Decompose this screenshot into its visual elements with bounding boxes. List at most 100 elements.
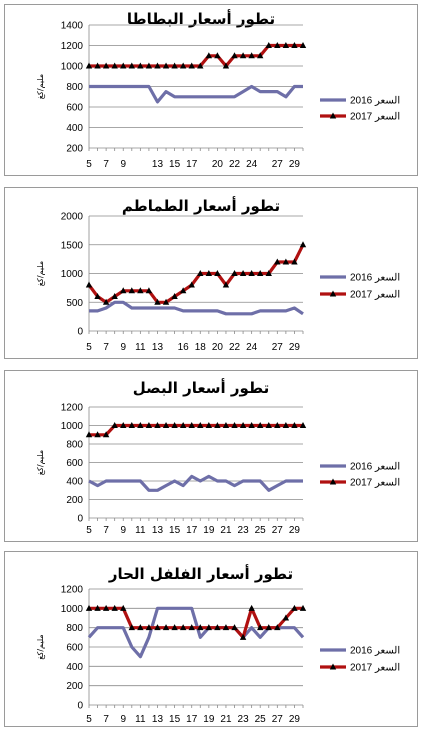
data-point-marker: [274, 624, 281, 631]
x-tick-label: 20: [212, 159, 224, 170]
data-point-marker: [171, 624, 178, 631]
x-tick-label: 24: [246, 159, 258, 170]
data-point-marker: [188, 62, 195, 69]
data-point-marker: [291, 604, 298, 611]
chart-svg-onion: تطور أسعار البصل مليم/كغ 0 200 400 600 800 1000…: [36, 378, 400, 536]
data-point-marker: [128, 422, 135, 428]
data-point-marker: [102, 604, 110, 611]
data-point-marker: [128, 287, 135, 294]
x-tick-label: 9: [120, 714, 126, 725]
x-tick-label: 9: [120, 159, 126, 170]
data-point-marker: [171, 422, 178, 428]
y-tick-label: 0: [77, 701, 83, 712]
data-point-marker: [205, 270, 213, 276]
data-point-marker: [94, 431, 101, 438]
data-point-marker: [265, 624, 272, 631]
data-point-marker: [145, 287, 153, 294]
chart-svg-hot-pepper: تطور أسعار الفلفل الحار مليم/كغ 0 200 400 600…: [36, 564, 400, 725]
data-point-marker: [171, 293, 178, 299]
data-point-marker: [94, 293, 101, 299]
data-point-marker: [111, 293, 118, 299]
data-point-marker: [188, 281, 195, 288]
y-tick-label: 1000: [61, 421, 84, 432]
y-tick-label: 600: [66, 103, 83, 114]
y-tick-label: 800: [66, 623, 83, 634]
y-tick-label: 400: [66, 477, 83, 488]
legend-label: السعر 2016: [350, 462, 400, 473]
data-point-marker: [291, 258, 298, 265]
data-point-marker: [222, 624, 230, 631]
data-point-marker: [154, 624, 161, 631]
x-tick-label: 29: [289, 342, 301, 353]
data-point-marker: [274, 422, 281, 428]
data-point-marker: [162, 62, 170, 69]
data-point-marker: [102, 298, 110, 305]
y-tick-label: 800: [66, 82, 83, 93]
legend-label: السعر 2016: [350, 646, 400, 657]
y-tick-label: 1000: [61, 269, 84, 280]
x-tick-label: 18: [195, 342, 207, 353]
y-axis-label: مليم/كغ: [36, 634, 45, 659]
data-point-marker: [154, 62, 161, 69]
y-tick-label: 200: [66, 681, 83, 692]
data-point-marker: [145, 62, 153, 69]
x-tick-label: 19: [203, 525, 215, 536]
legend-marker: [329, 478, 337, 485]
data-point-marker: [291, 422, 298, 428]
legend-label: السعر 2017: [350, 663, 400, 674]
x-tick-label: 17: [186, 159, 198, 170]
data-point-marker: [291, 42, 298, 48]
x-tick-label: 5: [86, 342, 92, 353]
legend-label: السعر 2016: [350, 273, 400, 284]
chart-svg-tomato: تطور أسعار الطماطم مليم/كغ 0 500 1000 1500 200…: [36, 196, 400, 353]
data-point-marker: [239, 270, 247, 276]
x-tick-label: 15: [169, 525, 181, 536]
y-tick-label: 400: [66, 123, 83, 134]
chart-panel-potato: تطور أسعار البطاطا مليم/كغ 200 400 600 800 100…: [4, 4, 418, 176]
series-line-2016: [87, 606, 305, 659]
x-tick-label: 16: [178, 342, 190, 353]
x-tick-label: 9: [120, 525, 126, 536]
data-point-marker: [197, 62, 204, 69]
x-tick-label: 19: [203, 714, 215, 725]
y-tick-label: 1200: [61, 585, 84, 596]
x-tick-label: 5: [86, 714, 92, 725]
data-point-marker: [248, 604, 255, 611]
x-tick-label: 13: [152, 525, 164, 536]
x-tick-label: 13: [152, 714, 164, 725]
chart-title: تطور أسعار الطماطم: [122, 196, 280, 215]
data-point-marker: [231, 422, 238, 428]
y-tick-label: 1000: [61, 62, 84, 73]
data-point-marker: [274, 258, 281, 265]
data-point-marker: [120, 62, 127, 69]
legend-label: السعر 2017: [350, 112, 400, 123]
data-point-marker: [179, 624, 187, 631]
data-point-marker: [171, 62, 178, 69]
data-point-marker: [154, 298, 161, 305]
x-tick-label: 17: [186, 714, 198, 725]
data-point-marker: [239, 633, 247, 640]
data-point-marker: [145, 422, 153, 428]
x-tick-label: 21: [220, 525, 232, 536]
legend-marker: [329, 663, 337, 670]
data-point-marker: [257, 624, 264, 631]
x-tick-label: 7: [103, 342, 109, 353]
chart-panel-tomato: تطور أسعار الطماطم مليم/كغ 0 500 1000 1500 200…: [4, 187, 418, 359]
x-tick-label: 7: [103, 525, 109, 536]
x-tick-label: 7: [103, 714, 109, 725]
data-point-marker: [265, 270, 272, 276]
data-point-marker: [85, 431, 93, 438]
series-line-2016: [89, 84, 303, 104]
data-point-marker: [248, 52, 255, 59]
series-line-2017: [89, 43, 303, 68]
data-point-marker: [120, 422, 127, 428]
x-tick-label: 25: [255, 525, 267, 536]
y-tick-label: 500: [66, 298, 83, 309]
data-point-marker: [299, 241, 307, 248]
data-point-marker: [231, 270, 238, 276]
data-point-marker: [222, 62, 230, 69]
x-tick-label: 29: [289, 525, 301, 536]
x-tick-label: 13: [152, 159, 164, 170]
x-tick-label: 9: [120, 342, 126, 353]
data-point-marker: [137, 62, 144, 69]
